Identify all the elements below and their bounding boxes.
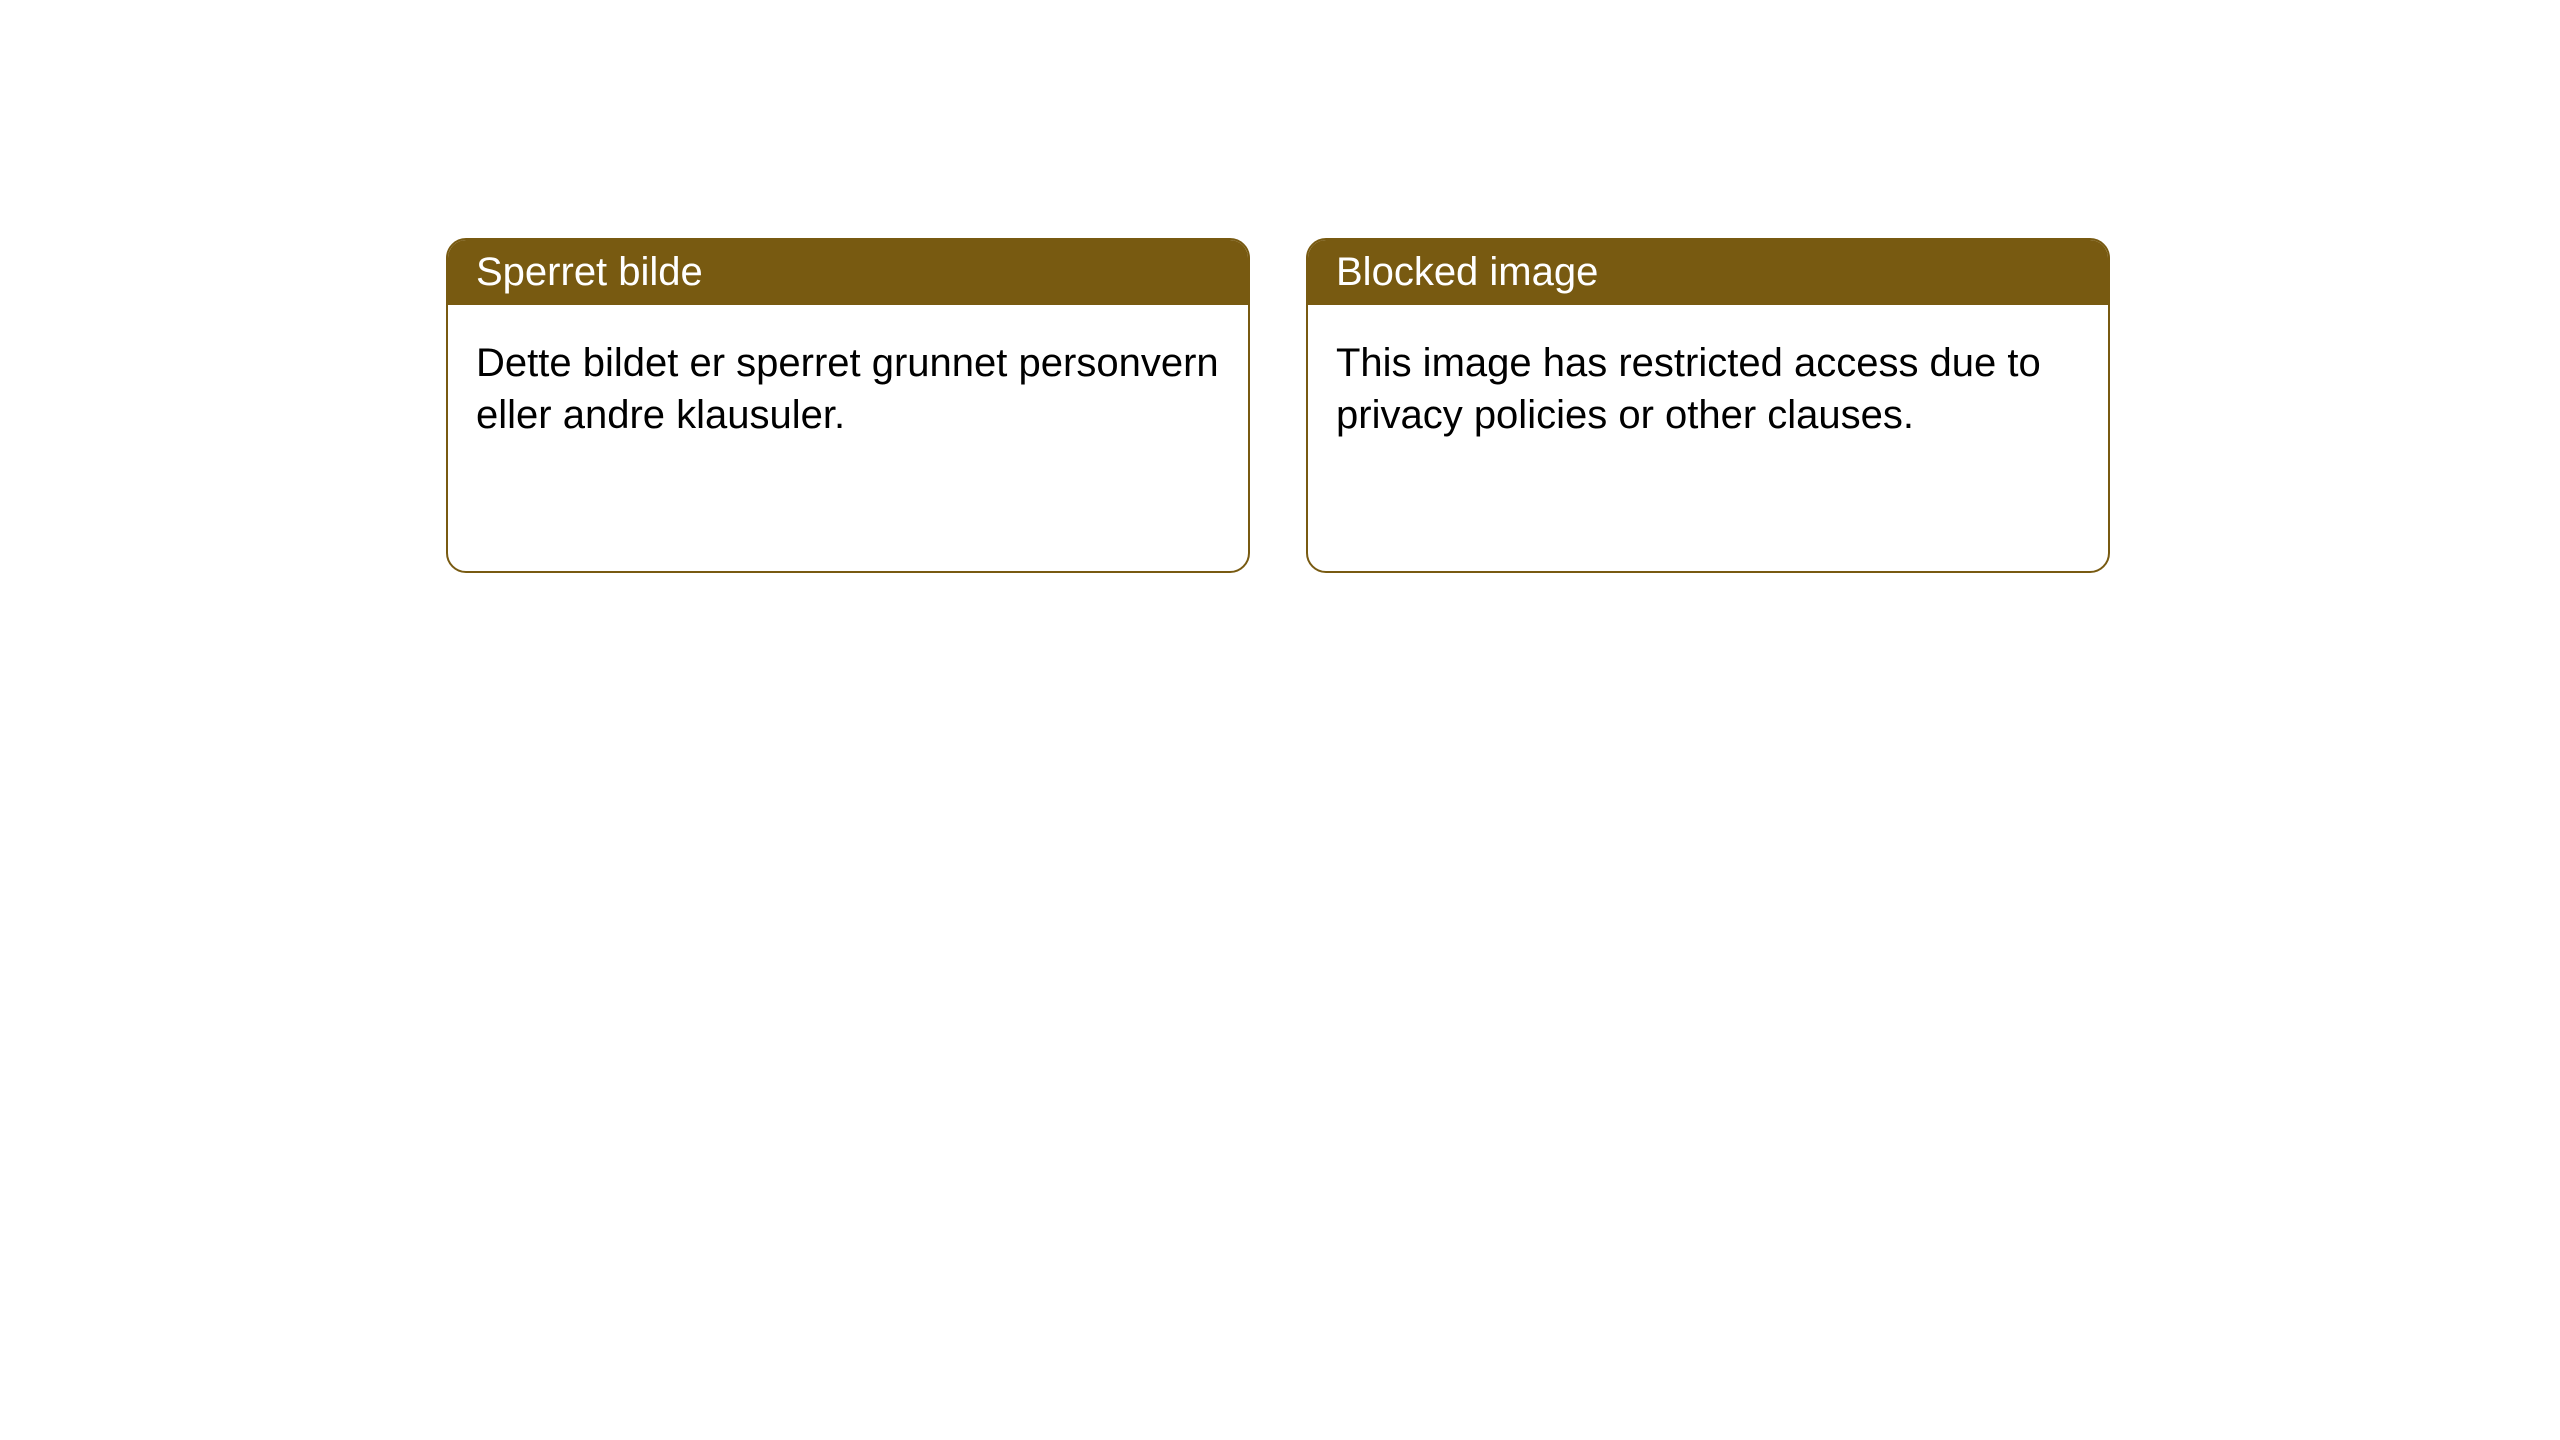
notice-title-english: Blocked image xyxy=(1308,240,2108,305)
notice-container: Sperret bilde Dette bildet er sperret gr… xyxy=(0,0,2560,573)
notice-body-norwegian: Dette bildet er sperret grunnet personve… xyxy=(448,305,1248,473)
notice-card-norwegian: Sperret bilde Dette bildet er sperret gr… xyxy=(446,238,1250,573)
notice-card-english: Blocked image This image has restricted … xyxy=(1306,238,2110,573)
notice-body-english: This image has restricted access due to … xyxy=(1308,305,2108,473)
notice-title-norwegian: Sperret bilde xyxy=(448,240,1248,305)
